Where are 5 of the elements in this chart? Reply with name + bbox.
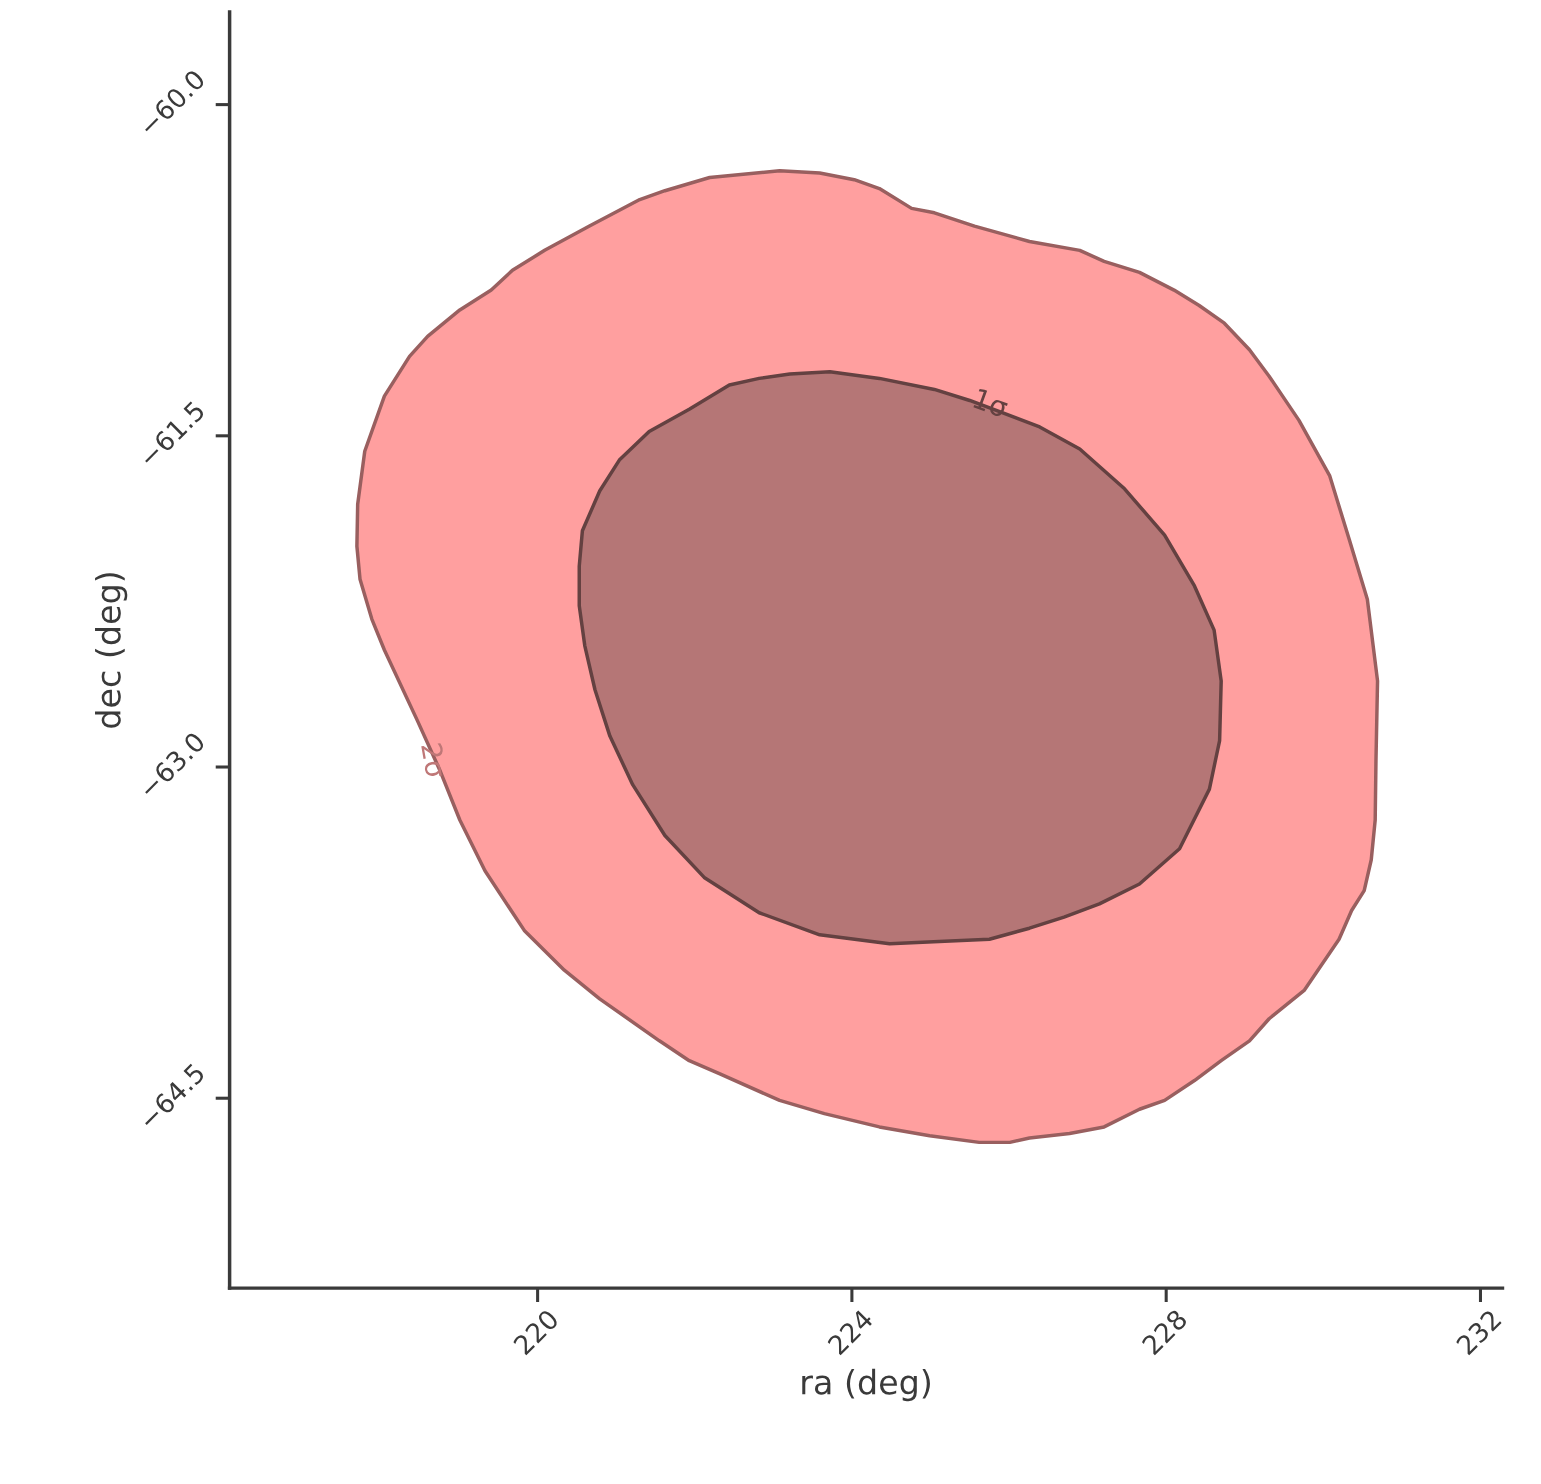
y-axis-title: dec (deg) [95, 573, 128, 728]
x-axis-title: ra (deg) [802, 1368, 930, 1402]
x-tick-label: 220 [512, 1308, 560, 1356]
x-tick-label: 232 [1455, 1309, 1502, 1356]
annotation: 2σ [420, 742, 448, 779]
